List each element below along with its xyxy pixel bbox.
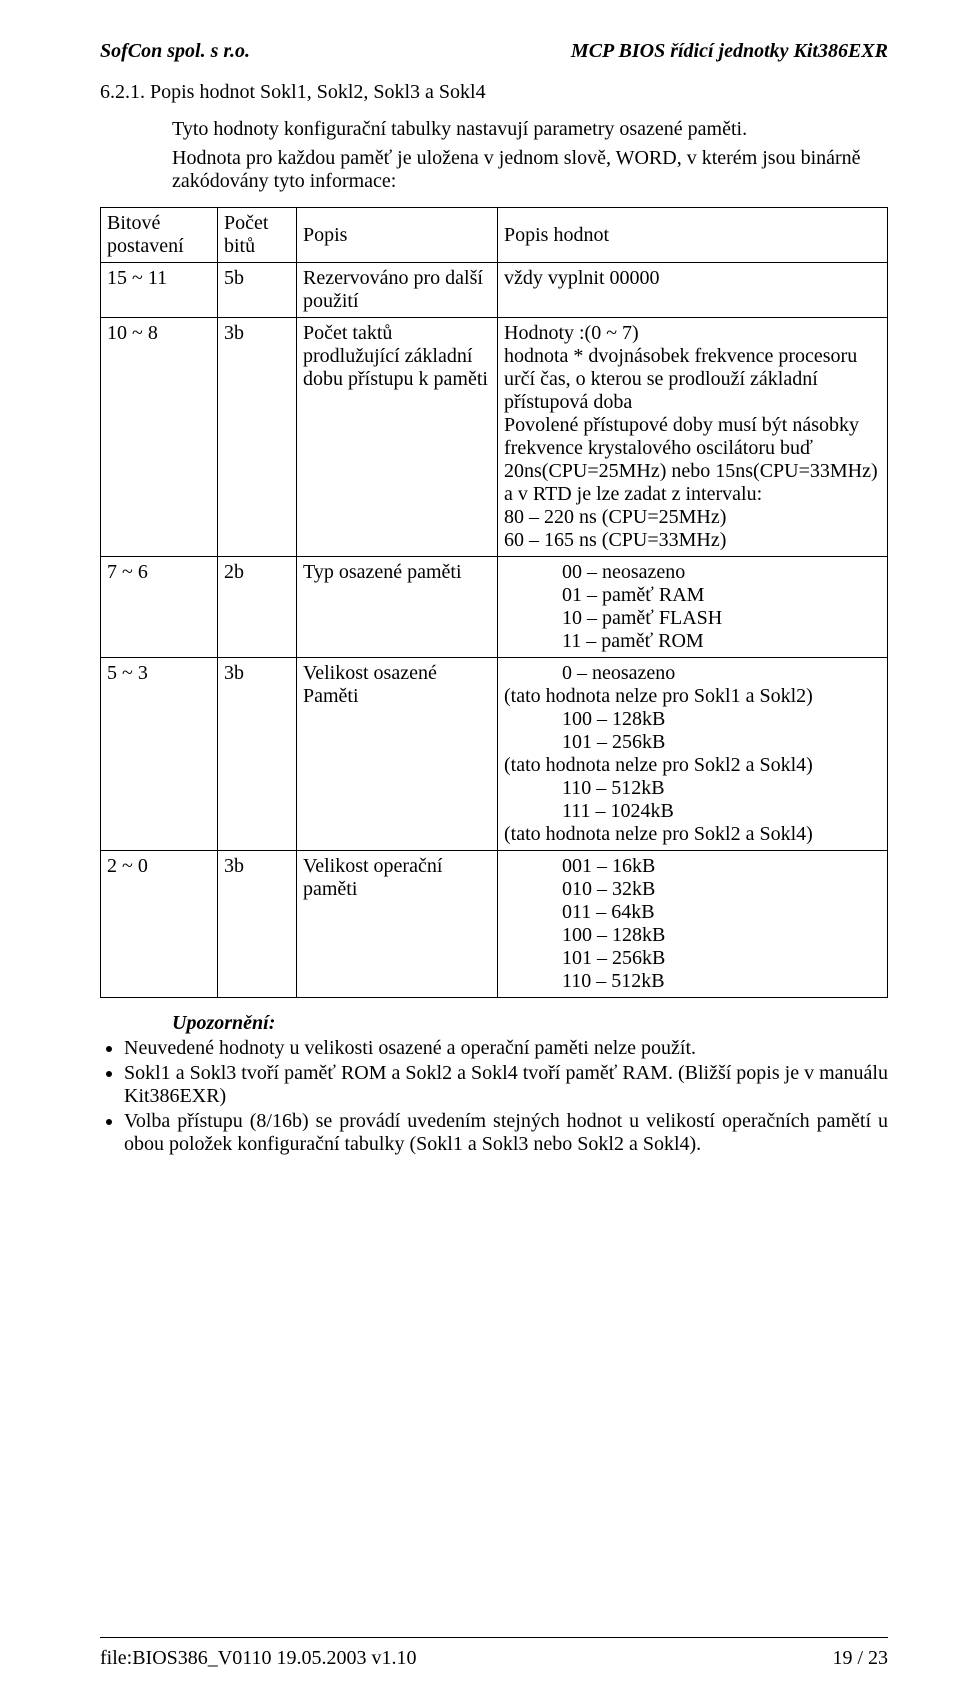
warning-list: Neuvedené hodnoty u velikosti osazené a …	[100, 1037, 888, 1156]
cell-values: 0 – neosazeno(tato hodnota nelze pro Sok…	[498, 658, 888, 851]
cell-desc: Velikost operační paměti	[297, 851, 498, 998]
footer-left: file:BIOS386_V0110 19.05.2003 v1.10	[100, 1647, 416, 1670]
cell-desc: Velikost osazené Paměti	[297, 658, 498, 851]
footer-right: 19 / 23	[832, 1647, 888, 1670]
intro-paragraph-1: Tyto hodnoty konfigurační tabulky nastav…	[100, 118, 888, 141]
cell-values: Hodnoty :(0 ~ 7)hodnota * dvojnásobek fr…	[498, 318, 888, 557]
table-row: 7 ~ 6 2b Typ osazené paměti 00 – neosaze…	[101, 557, 888, 658]
cell-bits: 5 ~ 3	[101, 658, 218, 851]
cell-count: 3b	[218, 851, 297, 998]
footer-rule	[100, 1637, 888, 1638]
cell-count: 2b	[218, 557, 297, 658]
cell-desc: Typ osazené paměti	[297, 557, 498, 658]
cell-count: 3b	[218, 318, 297, 557]
page-footer: file:BIOS386_V0110 19.05.2003 v1.10 19 /…	[100, 1647, 888, 1670]
col-header-bit-count: Početbitů	[218, 208, 297, 263]
table-header-row: Bitovépostavení Početbitů Popis Popis ho…	[101, 208, 888, 263]
cell-bits: 10 ~ 8	[101, 318, 218, 557]
warning-item: Sokl1 a Sokl3 tvoří paměť ROM a Sokl2 a …	[124, 1062, 888, 1108]
warning-item: Neuvedené hodnoty u velikosti osazené a …	[124, 1037, 888, 1060]
cell-desc: Rezervováno pro další použití	[297, 263, 498, 318]
bitfield-table: Bitovépostavení Početbitů Popis Popis ho…	[100, 207, 888, 998]
cell-values: 00 – neosazeno01 – paměť RAM10 – paměť F…	[498, 557, 888, 658]
cell-count: 5b	[218, 263, 297, 318]
table-row: 5 ~ 3 3b Velikost osazené Paměti 0 – neo…	[101, 658, 888, 851]
cell-desc: Počet taktů prodlužující základní dobu p…	[297, 318, 498, 557]
cell-values: vždy vyplnit 00000	[498, 263, 888, 318]
cell-bits: 2 ~ 0	[101, 851, 218, 998]
table-row: 10 ~ 8 3b Počet taktů prodlužující zákla…	[101, 318, 888, 557]
header-right: MCP BIOS řídicí jednotky Kit386EXR	[571, 40, 888, 63]
section-heading: 6.2.1. Popis hodnot Sokl1, Sokl2, Sokl3 …	[100, 81, 888, 104]
cell-bits: 7 ~ 6	[101, 557, 218, 658]
warning-item: Volba přístupu (8/16b) se provádí uveden…	[124, 1110, 888, 1156]
col-header-value-desc: Popis hodnot	[498, 208, 888, 263]
cell-bits: 15 ~ 11	[101, 263, 218, 318]
table-row: 2 ~ 0 3b Velikost operační paměti 001 – …	[101, 851, 888, 998]
page-header: SofCon spol. s r.o. MCP BIOS řídicí jedn…	[100, 40, 888, 63]
table-row: 15 ~ 11 5b Rezervováno pro další použití…	[101, 263, 888, 318]
col-header-bit-position: Bitovépostavení	[101, 208, 218, 263]
header-left: SofCon spol. s r.o.	[100, 40, 250, 63]
warning-heading: Upozornění:	[100, 1012, 888, 1035]
col-header-desc: Popis	[297, 208, 498, 263]
cell-count: 3b	[218, 658, 297, 851]
cell-values: 001 – 16kB010 – 32kB011 – 64kB100 – 128k…	[498, 851, 888, 998]
intro-paragraph-2: Hodnota pro každou paměť je uložena v je…	[100, 147, 888, 193]
